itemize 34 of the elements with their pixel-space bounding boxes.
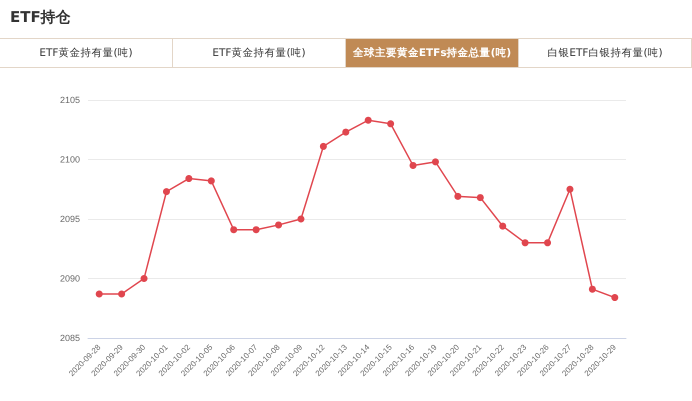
- point: [566, 186, 574, 193]
- point: [522, 239, 529, 246]
- point: [185, 175, 192, 182]
- point: [476, 194, 484, 202]
- chart-subtitle: 全球主要黄金ETFs持金总量(吨): [346, 39, 519, 67]
- point: [162, 188, 170, 196]
- y-tick-label: 2105: [60, 95, 80, 105]
- point: [432, 158, 439, 166]
- y-tick-label: 2085: [60, 333, 80, 343]
- chart-title: ETF持仓: [10, 8, 71, 27]
- point: [140, 275, 148, 282]
- point: [611, 294, 618, 302]
- point: [118, 290, 126, 298]
- point: [230, 226, 238, 234]
- point: [499, 222, 506, 230]
- point: [544, 239, 552, 246]
- point: [387, 120, 394, 128]
- text: ETF黄金持有量(吨): [173, 39, 346, 67]
- y-tick-label: 2095: [60, 214, 80, 224]
- point: [275, 221, 282, 228]
- point: [410, 162, 417, 169]
- point: [297, 216, 304, 222]
- point: [588, 286, 596, 293]
- point: [364, 116, 372, 124]
- y-tick-label: 2090: [60, 274, 80, 284]
- point: [252, 226, 260, 234]
- point: [96, 290, 103, 298]
- point: [454, 192, 462, 200]
- text: ETF黄金持有量(吨): [0, 39, 173, 67]
- point: [208, 177, 215, 184]
- text: 白银ETF白银持有量(吨): [519, 39, 692, 67]
- point: [342, 128, 350, 136]
- point: [320, 142, 327, 150]
- y-tick-label: 2100: [60, 154, 80, 164]
